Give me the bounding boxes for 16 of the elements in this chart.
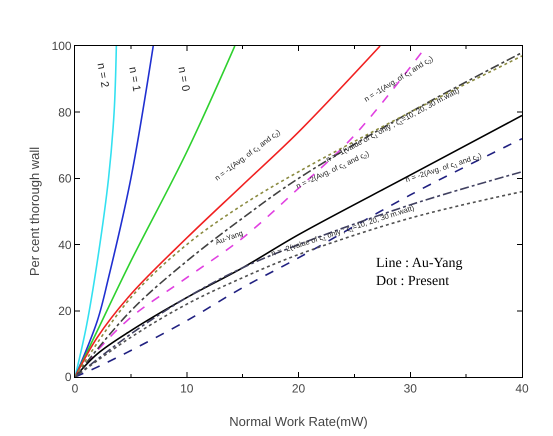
x-tick-label: 10: [180, 381, 194, 396]
annotation: n = 0: [175, 66, 192, 92]
x-tick-label: 20: [292, 381, 306, 396]
y-tick-label: 80: [58, 105, 72, 120]
y-tick-label: 100: [52, 39, 72, 54]
y-tick-label: 20: [58, 304, 72, 318]
x-tick-label: 30: [404, 381, 418, 396]
x-axis-title: Normal Work Rate(mW): [229, 414, 368, 429]
annotation: Line : Au-Yang Dot : Present: [376, 256, 462, 290]
y-tick-label: 60: [58, 172, 72, 186]
annotation: n = 2: [94, 62, 111, 89]
y-tick-label: 0: [64, 370, 72, 384]
y-axis-title: Per cent thorough wall: [27, 146, 42, 276]
x-tick-label: 40: [515, 381, 529, 396]
y-tick-label: 40: [58, 238, 72, 252]
annotation: n = 1: [126, 66, 142, 92]
